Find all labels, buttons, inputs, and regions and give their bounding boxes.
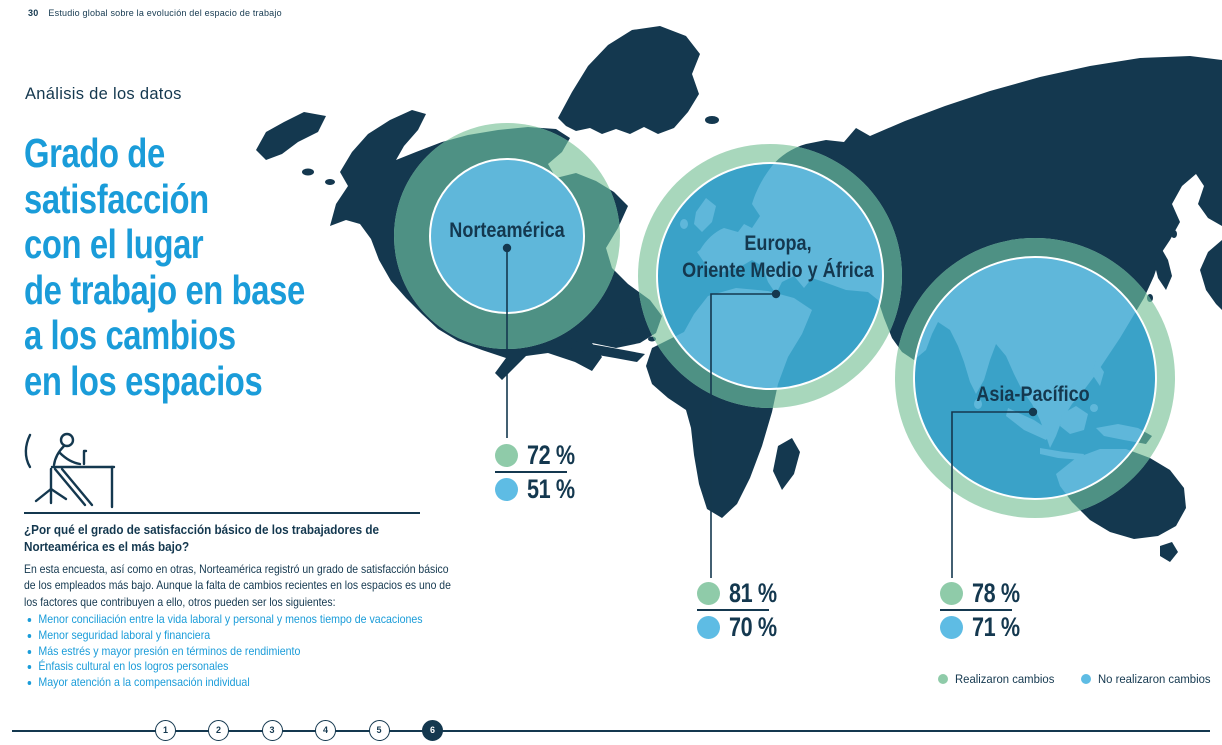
legend-item-changed: Realizaron cambios <box>938 672 1063 686</box>
stat-row-not-changed: 51 % <box>495 473 625 504</box>
land-in-rings <box>394 123 1175 518</box>
connector-dot-norteamerica <box>502 243 512 253</box>
headline-line: en los espacios <box>24 357 263 404</box>
stat-row-not-changed: 71 % <box>940 611 1070 642</box>
stats-norteamerica: 72 % 51 % <box>495 439 625 504</box>
stat-value: 70 % <box>729 611 777 642</box>
region-label-text: Norteamérica <box>449 219 565 242</box>
blue-dot-icon <box>1081 674 1091 684</box>
list-item: Énfasis cultural en los logros personale… <box>24 661 528 673</box>
question-heading: ¿Por qué el grado de satisfacción básico… <box>24 522 380 554</box>
headline-line: satisfacción <box>24 175 209 222</box>
stat-divider <box>940 609 1012 611</box>
green-dot-icon <box>940 581 963 605</box>
page-headline: Grado de satisfacción con el lugar de tr… <box>24 130 305 404</box>
list-item-text: Más estrés y mayor presión en términos d… <box>38 643 301 658</box>
legend: Realizaron cambios No realizaron cambios <box>938 672 1220 686</box>
document-title: Estudio global sobre la evolución del es… <box>48 8 282 18</box>
region-label-asia-pacifico: Asia-Pacífico <box>976 381 1089 408</box>
stat-value: 51 % <box>527 473 575 504</box>
stat-row-not-changed: 70 % <box>697 611 827 642</box>
pagination-line <box>12 730 1210 732</box>
intro-paragraph: En esta encuesta, así como en otras, Nor… <box>24 563 451 609</box>
stats-emea: 81 % 70 % <box>697 577 827 642</box>
land-in-bubbles <box>430 159 1156 499</box>
pagination-step-4: 4 <box>315 720 336 741</box>
page-number: 30 <box>28 8 39 18</box>
blue-dot-icon <box>940 615 963 639</box>
headline-line: con el lugar <box>24 221 204 267</box>
list-item: Mayor atención a la compensación individ… <box>24 675 528 690</box>
list-item: Menor seguridad laboral y financiera <box>24 627 528 642</box>
bullet-dot-icon <box>27 665 32 670</box>
list-item-text: Mayor atención a la compensación individ… <box>38 675 250 690</box>
legend-item-not-changed: No realizaron cambios <box>1081 672 1220 686</box>
continents-base <box>256 26 1222 562</box>
stat-divider <box>495 471 567 473</box>
blue-dot-icon <box>495 477 518 501</box>
list-item-text: Menor conciliación entre la vida laboral… <box>38 612 423 626</box>
green-dot-icon <box>697 581 720 605</box>
list-item: Menor conciliación entre la vida laboral… <box>24 612 528 626</box>
stat-value: 71 % <box>972 611 1020 642</box>
stat-value: 81 % <box>729 577 777 608</box>
pagination-step-5: 5 <box>368 720 390 741</box>
bullet-dot-icon <box>27 633 32 638</box>
left-column-divider <box>24 512 420 514</box>
region-label-emea: Europa, Oriente Medio y África <box>682 230 874 284</box>
bullet-dot-icon <box>27 649 32 654</box>
legend-label: Realizaron cambios <box>955 672 1055 686</box>
connector-dot-emea <box>771 289 781 299</box>
legend-label: No realizaron cambios <box>1098 672 1211 686</box>
list-item-text: Menor seguridad laboral y financiera <box>38 627 211 642</box>
stat-row-changed: 72 % <box>495 439 625 470</box>
headline-line: de trabajo en base <box>24 266 305 313</box>
blue-dot-icon <box>697 615 720 639</box>
region-connectors <box>502 243 1038 578</box>
stat-divider <box>697 609 769 611</box>
green-dot-icon <box>495 443 518 467</box>
bubble-circle-asia-pacifico <box>914 257 1156 499</box>
list-item-text: Énfasis cultural en los logros personale… <box>38 659 229 674</box>
stat-value: 78 % <box>972 577 1020 608</box>
pagination-step-6-active: 6 <box>422 720 443 741</box>
green-dot-icon <box>938 674 948 684</box>
region-label-text: Oriente Medio y África <box>682 259 874 282</box>
stats-asia-pacifico: 78 % 71 % <box>940 577 1070 642</box>
pagination-step-1: 1 <box>155 720 176 741</box>
page-header: 30 Estudio global sobre la evolución del… <box>28 8 282 18</box>
connector-line-asia-pacifico <box>951 411 1033 578</box>
person-at-desk-icon <box>22 431 122 509</box>
region-label-text: Europa, <box>744 232 812 255</box>
stat-row-changed: 78 % <box>940 577 1070 608</box>
list-item: Más estrés y mayor presión en términos d… <box>24 643 528 658</box>
connector-dot-asia-pacifico <box>1028 407 1038 417</box>
section-label: Análisis de los datos <box>25 85 182 103</box>
region-label-norteamerica: Norteamérica <box>449 217 564 244</box>
bullet-dot-icon <box>27 681 32 686</box>
bullet-dot-icon <box>27 618 32 622</box>
region-label-text: Asia-Pacífico <box>976 383 1090 406</box>
headline-line: a los cambios <box>24 312 236 358</box>
ring-circle-asia-pacifico <box>895 238 1175 518</box>
connector-line-emea <box>710 293 776 578</box>
bullet-list: Menor conciliación entre la vida laboral… <box>24 612 528 693</box>
stat-row-changed: 81 % <box>697 577 827 608</box>
stat-value: 72 % <box>527 439 575 470</box>
pagination-step-3: 3 <box>261 720 283 741</box>
headline-line: Grado de <box>24 130 165 176</box>
pagination-step-2: 2 <box>208 720 229 741</box>
